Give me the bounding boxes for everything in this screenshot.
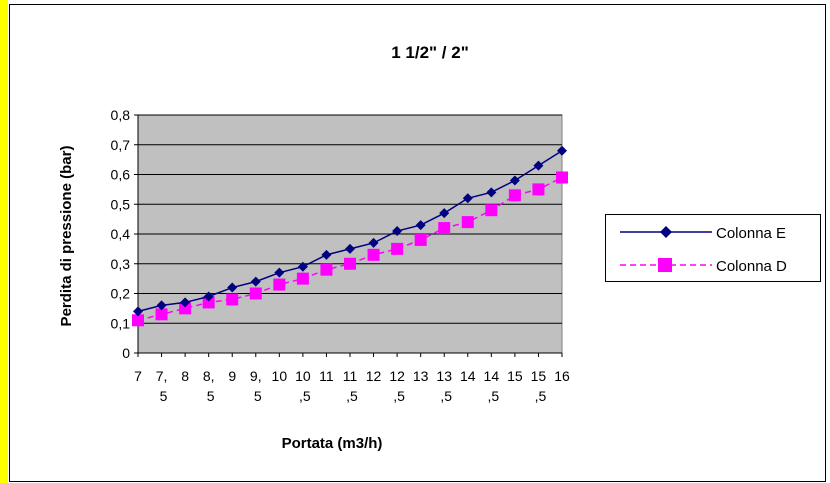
x-tick-label: 12: [366, 368, 382, 384]
x-tick-label: 12: [389, 368, 405, 384]
data-point-colonna-e: [227, 282, 238, 293]
data-point-colonna-e: [156, 300, 167, 311]
data-point-colonna-d: [414, 233, 427, 246]
y-tick-label: 0,4: [111, 226, 131, 242]
data-point-colonna-e: [180, 297, 191, 308]
y-tick-label: 0,5: [111, 196, 131, 212]
x-tick-label: 16: [554, 368, 570, 384]
x-axis-ticks: 7 7,58 8,59 9,510 10,511 11,512 12,513 13,514 14…: [134, 353, 570, 404]
x-tick-label: ,5: [346, 388, 358, 404]
legend-box: [605, 214, 821, 282]
data-point-colonna-e: [133, 306, 143, 317]
y-tick-label: 0,7: [111, 137, 131, 153]
data-point-colonna-e: [274, 267, 285, 278]
data-point-colonna-e: [509, 175, 520, 186]
series-layer: [132, 145, 568, 327]
data-point-colonna-d: [391, 242, 404, 255]
x-tick-label: 11: [319, 368, 334, 384]
x-tick-label: 11: [343, 368, 358, 384]
data-point-colonna-e: [415, 220, 426, 231]
x-axis-label: Portata (m3/h): [282, 435, 383, 452]
x-tick-label: 10: [295, 368, 311, 384]
y-tick-label: 0,8: [111, 107, 131, 123]
data-point-colonna-e: [486, 187, 497, 198]
data-point-colonna-d: [273, 278, 286, 291]
x-tick-label: ,5: [393, 388, 405, 404]
legend: Colonna E Colonna D: [605, 214, 821, 282]
x-tick-label: ,5: [487, 388, 499, 404]
data-point-colonna-e: [462, 193, 473, 204]
x-tick-label: ,5: [299, 388, 311, 404]
x-tick-label: 14: [460, 368, 476, 384]
chart-title: 1 1/2" / 2": [391, 43, 469, 62]
data-point-colonna-e: [368, 237, 379, 248]
y-tick-label: 0,1: [111, 315, 131, 331]
data-point-colonna-e: [557, 145, 567, 156]
data-point-colonna-d: [556, 171, 568, 184]
data-point-colonna-d: [485, 204, 498, 217]
data-point-colonna-d: [179, 302, 192, 315]
y-tick-label: 0,6: [111, 167, 131, 183]
data-point-colonna-d: [155, 308, 168, 321]
data-point-colonna-e: [345, 243, 355, 254]
data-point-colonna-e: [203, 291, 214, 302]
y-tick-label: 0,2: [111, 286, 131, 302]
data-point-colonna-d: [296, 272, 309, 285]
data-point-colonna-e: [533, 160, 544, 171]
data-point-colonna-d: [226, 293, 239, 306]
data-point-colonna-d: [367, 248, 380, 261]
x-tick-label: 8,: [203, 368, 215, 384]
x-tick-label: 5: [207, 388, 215, 404]
data-point-colonna-e: [250, 276, 261, 287]
x-tick-label: 15: [507, 368, 523, 384]
data-point-colonna-d: [202, 296, 215, 309]
left-border: [0, 0, 8, 483]
x-tick-label: 5: [254, 388, 262, 404]
data-point-colonna-d: [532, 183, 545, 196]
legend-label-colonna-e: Colonna E: [716, 225, 786, 242]
data-point-colonna-e: [321, 249, 332, 260]
y-tick-label: 0,3: [111, 256, 131, 272]
x-tick-label: 14: [484, 368, 500, 384]
x-tick-label: 7,: [156, 368, 168, 384]
x-tick-label: 15: [531, 368, 547, 384]
x-tick-label: ,5: [440, 388, 452, 404]
x-tick-label: 5: [160, 388, 168, 404]
y-axis-label: Perdita di pressione (bar): [58, 146, 75, 327]
data-point-colonna-d: [249, 287, 262, 300]
data-point-colonna-d: [461, 216, 474, 229]
legend-marker-colonna-e: [660, 226, 672, 238]
x-tick-label: 7: [134, 368, 142, 384]
data-point-colonna-e: [297, 261, 308, 272]
x-tick-label: ,5: [535, 388, 547, 404]
x-tick-label: 13: [436, 368, 452, 384]
data-point-colonna-d: [320, 263, 333, 276]
data-point-colonna-d: [508, 189, 521, 202]
x-tick-label: 13: [413, 368, 429, 384]
data-point-colonna-d: [132, 314, 144, 327]
x-tick-label: 8: [181, 368, 189, 384]
y-tick-label: 0: [122, 345, 130, 361]
data-point-colonna-d: [344, 257, 356, 270]
x-tick-label: 10: [272, 368, 288, 384]
y-axis-ticks: 0 0,1 0,2 0,3 0,4 0,5 0,6 0,7 0,8: [111, 107, 138, 361]
legend-marker-colonna-d: [658, 258, 672, 272]
data-point-colonna-e: [392, 226, 403, 237]
data-point-colonna-d: [438, 222, 451, 235]
x-tick-label: 9: [228, 368, 236, 384]
x-tick-label: 9,: [250, 368, 262, 384]
data-point-colonna-e: [439, 208, 450, 219]
legend-label-colonna-d: Colonna D: [716, 258, 787, 275]
